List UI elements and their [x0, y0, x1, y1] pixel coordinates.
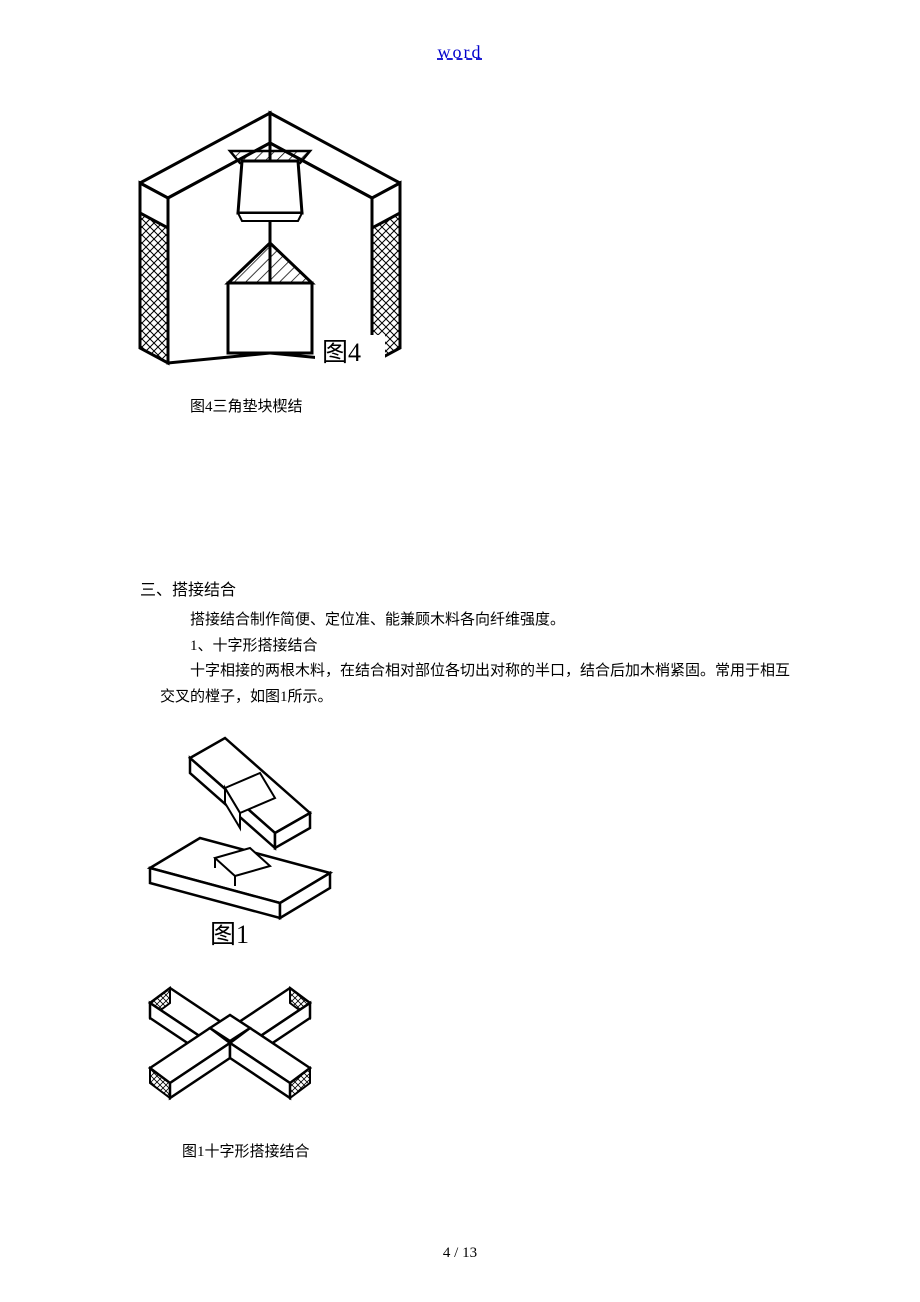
figure-4-svg: 图4: [130, 103, 410, 383]
figure-1-caption: 图1十字形搭接结合: [182, 1140, 790, 1161]
page-number: 4 / 13: [0, 1245, 920, 1262]
figure-1-inline-label: 图1: [210, 920, 249, 949]
figure-4-inline-label: 图4: [322, 338, 361, 367]
section-3-body: 十字相接的两根木料，在结合相对部位各切出对称的半口，结合后加木梢紧固。常用于相互…: [130, 659, 790, 710]
section-3-heading: 三、搭接结合: [140, 576, 790, 600]
figure-1-svg: 图1: [130, 718, 350, 1123]
section-3-intro: 搭接结合制作简便、定位准、能兼顾木料各向纤维强度。: [160, 608, 790, 634]
figure-1-container: 图1: [130, 718, 790, 1128]
section-3-subheading: 1、十字形搭接结合: [160, 634, 790, 660]
header-word-link[interactable]: word: [130, 42, 790, 63]
figure-4-caption: 图4三角垫块楔结: [190, 395, 790, 416]
figure-4-container: 图4: [130, 103, 790, 383]
